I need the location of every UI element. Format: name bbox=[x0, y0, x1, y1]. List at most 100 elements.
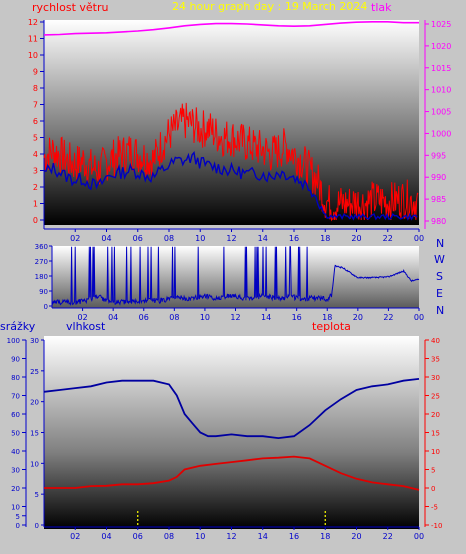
wind-x-tick-label: 08 bbox=[164, 234, 174, 243]
pressure-axis-tick-label: 995 bbox=[431, 151, 446, 160]
direction-x-tick-label: 12 bbox=[230, 313, 240, 322]
wind-axis-tick-label: 9 bbox=[33, 68, 38, 77]
wind-speed-line bbox=[43, 102, 419, 222]
pressure-axis-tick-label: 1010 bbox=[431, 86, 451, 95]
direction-x-tick-label: 08 bbox=[169, 313, 179, 322]
humidity-x-tick-label: 14 bbox=[258, 532, 268, 541]
pressure-axis-tick-label: 1020 bbox=[431, 42, 451, 51]
temperature-axis-tick-label: 35 bbox=[431, 356, 440, 364]
humidity-x-tick-label: 20 bbox=[351, 532, 361, 541]
wind-x-tick-label: 22 bbox=[383, 234, 393, 243]
humidity-axis-tick-label: 30 bbox=[30, 337, 39, 345]
wind-axis-tick-label: 4 bbox=[33, 150, 38, 159]
wind-axis-tick-label: 2 bbox=[33, 183, 38, 192]
temperature-axis-tick-label: 40 bbox=[431, 337, 440, 345]
wind-axis-tick-label: 0 bbox=[33, 216, 38, 225]
wind-x-tick-label: 14 bbox=[258, 234, 268, 243]
wind-x-tick-label: 00 bbox=[414, 234, 424, 243]
humidity-axis-tick-label: 10 bbox=[30, 460, 39, 468]
direction-x-tick-label: 06 bbox=[139, 313, 149, 322]
marks-layer bbox=[43, 21, 420, 525]
humidity-x-tick-label: 12 bbox=[226, 532, 236, 541]
direction-x-tick-label: 14 bbox=[261, 313, 271, 322]
temperature-line bbox=[44, 455, 420, 491]
rain-label: srážky bbox=[0, 320, 36, 333]
direction-x-tick-label: 22 bbox=[383, 313, 393, 322]
wind-x-tick-label: 16 bbox=[289, 234, 299, 243]
direction-axis-tick-label: 90 bbox=[39, 288, 48, 296]
wind-axis-tick-label: 1 bbox=[33, 200, 38, 209]
wind-axis-tick-label: 10 bbox=[28, 51, 38, 60]
humidity-axis-tick-label: 15 bbox=[30, 430, 39, 438]
humidity-axis-tick-label: 5 bbox=[35, 491, 39, 499]
temperature-label: teplota bbox=[312, 320, 351, 333]
rain-axis-tick-label: 30 bbox=[11, 467, 20, 475]
direction-axis-tick-label: 360 bbox=[35, 243, 48, 251]
wind-direction-line bbox=[51, 246, 420, 306]
rain-axis-tick-label: 20 bbox=[11, 485, 20, 493]
temperature-axis-tick-label: 20 bbox=[431, 411, 440, 419]
pressure-axis-tick-label: 980 bbox=[431, 217, 446, 226]
wind-axis-tick-label: 11 bbox=[28, 35, 38, 44]
temperature-axis-tick-label: 10 bbox=[431, 448, 440, 456]
temperature-axis-tick-label: -10 bbox=[431, 522, 442, 530]
pressure-axis-tick-label: 985 bbox=[431, 195, 446, 204]
humidity-axis-tick-label: 25 bbox=[30, 368, 39, 376]
wind-average-line bbox=[43, 151, 418, 221]
wind-axis-tick-label: 3 bbox=[33, 167, 38, 176]
temperature-axis-tick-label: 15 bbox=[431, 430, 440, 438]
humidity-x-tick-label: 18 bbox=[320, 532, 330, 541]
direction-x-tick-label: 04 bbox=[108, 313, 118, 322]
wind-pressure-panel bbox=[44, 20, 419, 225]
rain-axis-tick-label: 90 bbox=[11, 356, 20, 364]
compass-north-bottom: N bbox=[436, 304, 444, 317]
humidity-line bbox=[43, 378, 420, 440]
pressure-line bbox=[43, 21, 419, 36]
wind-speed-label: rychlost větru bbox=[32, 1, 108, 14]
direction-x-tick-label: 02 bbox=[77, 313, 87, 322]
wind-x-tick-label: 12 bbox=[226, 234, 236, 243]
humidity-x-tick-label: 04 bbox=[101, 532, 111, 541]
humidity-x-tick-label: 02 bbox=[70, 532, 80, 541]
direction-x-tick-label: 20 bbox=[353, 313, 363, 322]
pressure-axis-tick-label: 1005 bbox=[431, 108, 451, 117]
wind-axis-tick-label: 12 bbox=[28, 18, 38, 27]
wind-axis-tick-label: 6 bbox=[33, 117, 38, 126]
rain-axis-tick-label: 5 bbox=[16, 513, 20, 521]
wind-x-tick-label: 06 bbox=[133, 234, 143, 243]
direction-axis-tick-label: 180 bbox=[35, 273, 48, 281]
wind-axis-tick-label: 5 bbox=[33, 134, 38, 143]
wind-axis-tick-label: 7 bbox=[33, 101, 38, 110]
wind-x-tick-label: 04 bbox=[101, 234, 111, 243]
rain-axis-tick-label: 100 bbox=[7, 337, 20, 345]
compass-north-top: N bbox=[436, 237, 444, 250]
humidity-x-tick-label: 16 bbox=[289, 532, 299, 541]
rain-axis-tick-label: 70 bbox=[11, 393, 20, 401]
humidity-axis-tick-label: 0 bbox=[35, 522, 39, 530]
temperature-axis-tick-label: 0 bbox=[431, 485, 435, 493]
rain-axis-tick-label: 10 bbox=[11, 504, 20, 512]
direction-x-tick-label: 18 bbox=[322, 313, 332, 322]
direction-axis-tick-label: 270 bbox=[35, 258, 48, 266]
wind-x-tick-label: 02 bbox=[70, 234, 80, 243]
direction-axis-tick-label: 0 bbox=[44, 303, 48, 311]
humidity-x-tick-label: 00 bbox=[414, 532, 424, 541]
rain-axis-tick-label: 40 bbox=[11, 448, 20, 456]
graph-title: 24 hour graph day : 19 March 2024 bbox=[172, 0, 367, 13]
direction-panel bbox=[52, 246, 419, 308]
temperature-axis-tick-label: -5 bbox=[431, 504, 438, 512]
humidity-temperature-panel bbox=[44, 336, 419, 529]
direction-x-tick-label: 00 bbox=[414, 313, 424, 322]
humidity-x-tick-label: 22 bbox=[383, 532, 393, 541]
wind-x-tick-label: 20 bbox=[351, 234, 361, 243]
wind-x-tick-label: 10 bbox=[195, 234, 205, 243]
rain-axis-tick-label: 50 bbox=[11, 430, 20, 438]
axes-layer: 0123456789101112980985990995100010051010… bbox=[7, 18, 452, 541]
pressure-axis-tick-label: 1015 bbox=[431, 64, 451, 73]
compass-west: W bbox=[434, 253, 445, 266]
temperature-axis-tick-label: 5 bbox=[431, 467, 435, 475]
temperature-axis-tick-label: 30 bbox=[431, 374, 440, 382]
direction-x-tick-label: 10 bbox=[200, 313, 210, 322]
compass-south: S bbox=[436, 270, 443, 283]
